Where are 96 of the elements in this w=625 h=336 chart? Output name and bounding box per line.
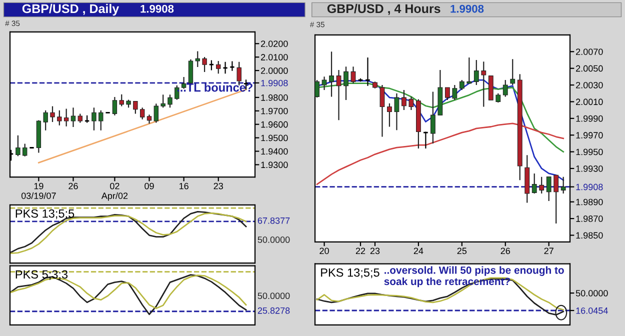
candlestick bbox=[195, 50, 200, 68]
y-tick-label: 2.0030 bbox=[576, 82, 603, 88]
x-tick-label: 19 03/19/07 bbox=[21, 182, 56, 199]
candlestick bbox=[532, 172, 537, 194]
y-tick-label: 1.9908 bbox=[261, 80, 288, 86]
candlestick bbox=[344, 66, 348, 101]
candlestick bbox=[430, 91, 436, 144]
x-tick-label: 16 bbox=[179, 182, 188, 190]
candlestick bbox=[315, 79, 320, 98]
chart-title: PKS 5;3;3 bbox=[16, 270, 68, 280]
candlestick bbox=[202, 56, 207, 73]
candlestick bbox=[336, 69, 342, 121]
candlestick bbox=[98, 110, 104, 131]
candlestick bbox=[119, 94, 124, 107]
chart-title: PKS 13;5;5 bbox=[16, 209, 74, 220]
candlestick bbox=[408, 96, 414, 111]
x-tick-label: 26 bbox=[500, 248, 510, 254]
x-tick-label: 25 bbox=[457, 248, 467, 254]
candlestick bbox=[133, 100, 138, 114]
candlestick bbox=[546, 176, 552, 202]
candlestick bbox=[502, 79, 508, 98]
chart-title: PKS 13;5;5 bbox=[321, 268, 380, 278]
line-series bbox=[316, 122, 564, 186]
candlestick bbox=[459, 79, 464, 91]
x-tick-label: 02 Apr/02 bbox=[101, 182, 128, 201]
y-tick-label: 16.0454 bbox=[576, 307, 608, 314]
candlestick bbox=[57, 110, 62, 126]
candlestick bbox=[216, 60, 221, 74]
chart-title: GBP/USD , Daily bbox=[22, 4, 120, 16]
candlestick bbox=[168, 94, 172, 108]
candlestick bbox=[64, 108, 69, 127]
candlestick bbox=[22, 143, 28, 157]
y-tick-label: 1.9950 bbox=[576, 148, 603, 156]
y-tick-label: 2.0000 bbox=[261, 67, 288, 74]
candlestick bbox=[481, 61, 486, 108]
candlestick bbox=[387, 102, 392, 128]
candlestick bbox=[444, 86, 450, 101]
y-tick-label: 1.9800 bbox=[261, 94, 288, 101]
candlestick bbox=[402, 89, 406, 111]
y-tick-label: 2.0050 bbox=[576, 65, 603, 72]
candlestick bbox=[329, 51, 334, 98]
text: 25.8278 bbox=[258, 307, 290, 314]
y-tick-label: 1.9850 bbox=[576, 232, 603, 239]
x-tick-label: 23 bbox=[370, 248, 380, 254]
candlestick bbox=[322, 76, 327, 91]
candlestick bbox=[380, 84, 385, 138]
y-tick-label: 2.0070 bbox=[576, 48, 603, 55]
y-tick-label: 1.9300 bbox=[261, 162, 288, 168]
y-tick-label: 1.9500 bbox=[261, 134, 288, 142]
candlestick bbox=[92, 107, 96, 131]
y-tick-label: 1.9970 bbox=[576, 132, 603, 138]
chart-title: GBP/USD , 4 Hours bbox=[327, 4, 440, 15]
chart-subtitle: 1.9908 bbox=[450, 4, 484, 13]
candlestick bbox=[539, 176, 544, 194]
candlestick bbox=[70, 107, 76, 128]
y-tick-label: 50.0000 bbox=[576, 290, 608, 296]
candlestick bbox=[43, 110, 48, 131]
x-tick-label: 27 bbox=[544, 248, 554, 254]
candlestick bbox=[510, 58, 516, 86]
candlestick bbox=[50, 106, 55, 123]
candlestick bbox=[560, 176, 566, 194]
y-tick-label: 1.9990 bbox=[576, 115, 603, 122]
y-tick-label: 1.9400 bbox=[261, 148, 288, 155]
chart-subtitle: 1.9908 bbox=[140, 4, 174, 13]
candlestick bbox=[474, 59, 479, 86]
candlestick bbox=[140, 107, 145, 120]
x-tick-label: 20 bbox=[320, 248, 329, 254]
y-tick-label: 2.0100 bbox=[261, 54, 288, 60]
candlestick bbox=[452, 84, 458, 101]
candlestick bbox=[350, 66, 356, 84]
x-tick-label: 09 bbox=[144, 182, 154, 190]
text: 67.8377 bbox=[258, 217, 290, 224]
y-tick-label: 2.0200 bbox=[261, 40, 288, 47]
x-tick-label: 22 bbox=[356, 248, 366, 254]
candlestick bbox=[394, 92, 400, 131]
candlestick bbox=[112, 96, 118, 116]
candlestick bbox=[154, 103, 159, 124]
x-tick-label: 26 bbox=[68, 182, 78, 190]
candlestick bbox=[466, 56, 472, 84]
y-tick-label: 2.0010 bbox=[576, 98, 603, 106]
y-tick-label: 1.9908 bbox=[576, 184, 603, 190]
candlestick bbox=[554, 174, 559, 224]
candlestick bbox=[160, 94, 166, 108]
candlestick bbox=[496, 92, 501, 104]
y-tick-label: 1.9870 bbox=[576, 216, 603, 222]
candlestick bbox=[208, 60, 214, 71]
candlestick bbox=[422, 131, 429, 149]
x-tick-label: 24 bbox=[414, 248, 424, 254]
y-tick-label: 1.9890 bbox=[576, 198, 603, 206]
y-tick-label: 1.9930 bbox=[576, 165, 603, 172]
x-tick-label: 23 bbox=[214, 182, 223, 190]
candlestick bbox=[146, 114, 152, 124]
y-tick-label: 1.9600 bbox=[261, 121, 288, 128]
y-tick-label: 1.9700 bbox=[261, 108, 288, 114]
candlestick bbox=[16, 134, 20, 157]
candlestick bbox=[78, 113, 82, 124]
